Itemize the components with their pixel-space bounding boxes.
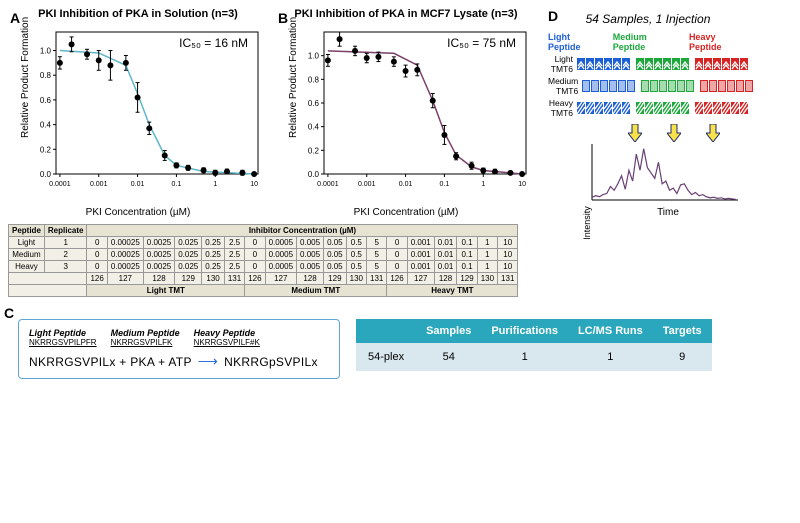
- ms-ylabel: Intensity: [582, 206, 592, 240]
- svg-text:0.2: 0.2: [308, 146, 320, 155]
- panel-b-ic50: IC₅₀ = 75 nM: [447, 36, 516, 50]
- svg-text:0.0: 0.0: [308, 170, 320, 179]
- summary-table: SamplesPurificationsLC/MS RunsTargets54-…: [356, 319, 712, 371]
- svg-text:0.8: 0.8: [308, 75, 320, 84]
- svg-text:0.8: 0.8: [40, 71, 52, 80]
- panel-a-ylabel: Relative Product Formation: [20, 17, 31, 138]
- panel-b-xlabel: PKI Concentration (µM): [276, 207, 536, 218]
- svg-text:10: 10: [518, 181, 526, 188]
- svg-text:0.6: 0.6: [308, 99, 320, 108]
- panel-a-ic50: IC₅₀ = 16 nM: [179, 36, 248, 50]
- panel-a-title: PKI Inhibition of PKA in Solution (n=3): [8, 8, 268, 20]
- svg-text:0.01: 0.01: [131, 181, 145, 188]
- svg-text:0.01: 0.01: [399, 181, 413, 188]
- legend-medium: Medium Peptide: [613, 32, 679, 52]
- svg-text:1.0: 1.0: [40, 47, 52, 56]
- panel-b: B PKI Inhibition of PKA in MCF7 Lysate (…: [276, 8, 536, 218]
- concentration-table: PeptideReplicateInhibitor Concentration …: [8, 224, 518, 297]
- svg-text:0.4: 0.4: [308, 123, 320, 132]
- svg-text:0.0001: 0.0001: [317, 181, 339, 188]
- panel-b-letter: B: [278, 10, 288, 26]
- svg-text:10: 10: [250, 181, 258, 188]
- panel-d-title: 54 Samples, 1 Injection: [548, 12, 748, 26]
- svg-text:0.2: 0.2: [40, 145, 52, 154]
- svg-text:0.1: 0.1: [172, 181, 182, 188]
- svg-text:0.4: 0.4: [40, 121, 52, 130]
- tmt-grid: Light TMT6Medium TMT6Heavy TMT6: [548, 54, 748, 118]
- svg-text:0.6: 0.6: [40, 96, 52, 105]
- panel-d: D 54 Samples, 1 Injection Light Peptide …: [548, 8, 748, 218]
- ms-plot: [588, 144, 738, 204]
- svg-text:0.001: 0.001: [90, 181, 108, 188]
- panel-c-letter: C: [4, 305, 14, 321]
- arrow-icon: ⟶: [198, 353, 218, 370]
- down-arrows: [616, 124, 732, 142]
- panel-d-letter: D: [548, 8, 558, 24]
- bottom-row: C Light PeptideNKRRGSVPILPFRMedium Pepti…: [8, 307, 792, 379]
- svg-text:1: 1: [481, 181, 485, 188]
- panel-c-wrap: C Light PeptideNKRRGSVPILPFRMedium Pepti…: [8, 307, 340, 379]
- reaction-rhs: NKRRGpSVPILx: [224, 355, 318, 369]
- reaction-lhs: NKRRGSVPILx + PKA + ATP: [29, 355, 192, 369]
- ms-xlabel: Time: [588, 207, 748, 218]
- panel-d-legend: Light Peptide Medium Peptide Heavy Pepti…: [548, 32, 748, 52]
- peptide-names: Light PeptideNKRRGSVPILPFRMedium Peptide…: [29, 328, 329, 347]
- svg-text:0.0: 0.0: [40, 170, 52, 179]
- svg-text:1: 1: [213, 181, 217, 188]
- svg-text:0.001: 0.001: [358, 181, 376, 188]
- panel-a: A PKI Inhibition of PKA in Solution (n=3…: [8, 8, 268, 218]
- panel-a-xlabel: PKI Concentration (µM): [8, 207, 268, 218]
- legend-heavy: Heavy Peptide: [689, 32, 748, 52]
- svg-text:0.1: 0.1: [440, 181, 450, 188]
- panel-a-letter: A: [10, 10, 20, 26]
- panel-b-ylabel: Relative Product Formation: [288, 17, 299, 138]
- top-row: A PKI Inhibition of PKA in Solution (n=3…: [8, 8, 792, 218]
- legend-light: Light Peptide: [548, 32, 603, 52]
- panel-c: Light PeptideNKRRGSVPILPFRMedium Peptide…: [18, 319, 340, 379]
- reaction: NKRRGSVPILx + PKA + ATP ⟶ NKRRGpSVPILx: [29, 353, 329, 370]
- svg-text:1.0: 1.0: [308, 52, 320, 61]
- svg-text:0.0001: 0.0001: [49, 181, 71, 188]
- panel-b-title: PKI Inhibition of PKA in MCF7 Lysate (n=…: [276, 8, 536, 20]
